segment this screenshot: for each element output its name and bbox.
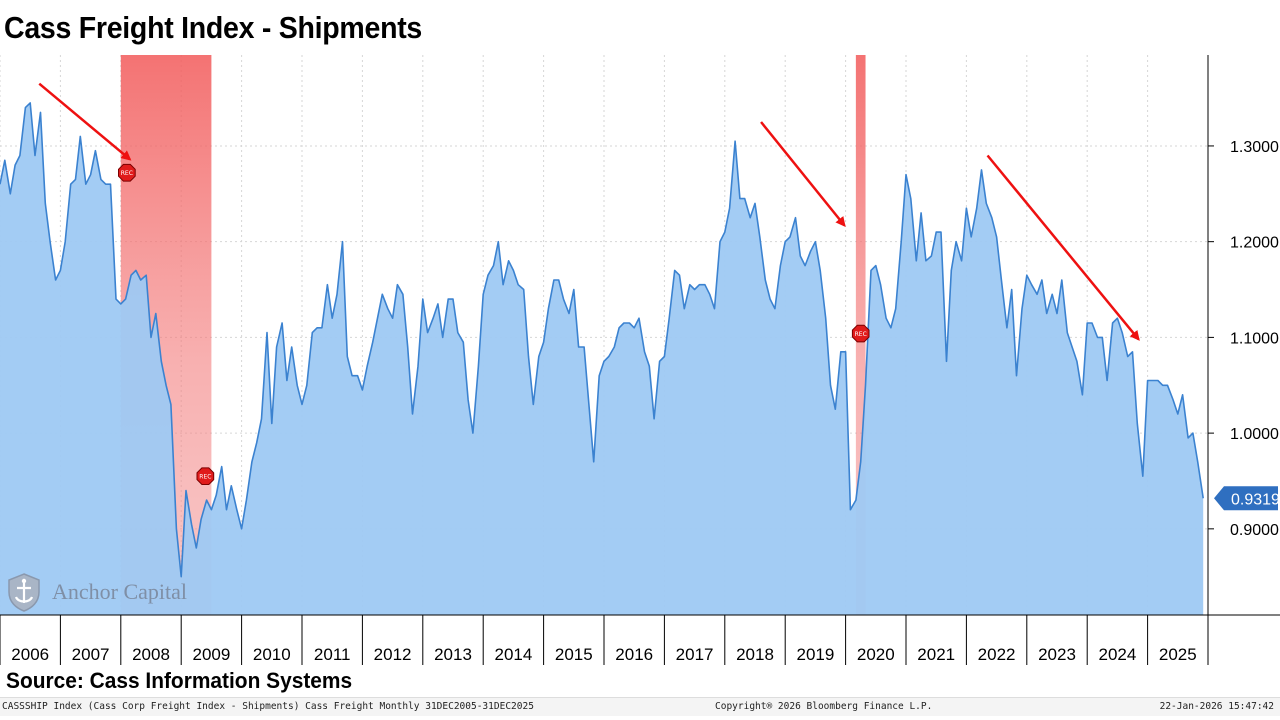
y-tick-label: 1.2000 xyxy=(1230,235,1279,252)
x-tick-label: 2019 xyxy=(796,645,834,664)
y-tick-label: 1.1000 xyxy=(1230,330,1279,347)
watermark-logo: Anchor Capital xyxy=(6,570,187,614)
series-line xyxy=(0,102,1204,578)
chart-area: 2006 2007 2008 2009 2010 2011 2012 2013 2014 2015… xyxy=(0,55,1280,665)
x-tick-label: 2025 xyxy=(1159,645,1197,664)
x-tick-label: 2014 xyxy=(494,645,532,664)
footer-bar: CASSSHIP Index (Cass Corp Freight Index … xyxy=(0,697,1280,716)
last-value-label: 0.9319 xyxy=(1231,491,1280,508)
x-tick-label: 2010 xyxy=(253,645,291,664)
x-tick-label: 2007 xyxy=(72,645,110,664)
footer-copyright: Copyright® 2026 Bloomberg Finance L.P. xyxy=(715,701,933,712)
y-tick-label: 1.0000 xyxy=(1230,426,1279,443)
x-tick-label: 2012 xyxy=(374,645,412,664)
footer-timestamp: 22-Jan-2026 15:47:42 xyxy=(1159,701,1274,712)
anchor-shield-icon xyxy=(8,573,40,612)
recession-marker-label: REC xyxy=(121,170,133,177)
x-tick-label: 2006 xyxy=(11,645,49,664)
x-tick-label: 2024 xyxy=(1098,645,1136,664)
x-tick-label: 2011 xyxy=(314,645,351,664)
last-value-tag xyxy=(1214,486,1278,511)
y-tick-label: 0.9000 xyxy=(1230,522,1279,539)
x-tick-label: 2022 xyxy=(978,645,1016,664)
x-tick-label: 2017 xyxy=(676,645,714,664)
footer-series-description: CASSSHIP Index (Cass Corp Freight Index … xyxy=(2,701,534,712)
x-tick-label: 2008 xyxy=(132,645,170,664)
x-tick-label: 2021 xyxy=(917,645,955,664)
recession-marker xyxy=(118,163,136,182)
source-note: Source: Cass Information Systems xyxy=(6,668,353,693)
x-tick-label: 2016 xyxy=(615,645,653,664)
x-tick-label: 2018 xyxy=(736,645,774,664)
x-tick-label: 2023 xyxy=(1038,645,1076,664)
recession-marker xyxy=(196,467,215,485)
trend-arrow xyxy=(38,82,132,161)
trend-arrow xyxy=(986,154,1140,341)
y-tick-label: 1.3000 xyxy=(1230,139,1279,156)
x-tick-label: 2013 xyxy=(434,645,472,664)
x-tick-label: 2015 xyxy=(555,645,593,664)
watermark-text: Anchor Capital xyxy=(52,579,188,604)
x-tick-label: 2009 xyxy=(192,645,230,664)
recession-marker xyxy=(851,324,870,343)
recession-marker-label: REC xyxy=(199,474,211,481)
x-tick-label: 2020 xyxy=(857,645,895,664)
recession-marker-label: REC xyxy=(855,331,867,338)
chart-title: Cass Freight Index - Shipments xyxy=(4,10,423,45)
trend-arrow xyxy=(760,121,846,227)
